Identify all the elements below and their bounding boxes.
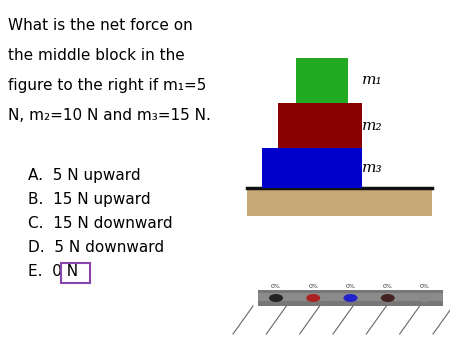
Text: 0%: 0% (271, 284, 281, 289)
Text: m₃: m₃ (362, 161, 382, 175)
Text: C.  15 N downward: C. 15 N downward (28, 216, 173, 231)
Text: the middle block in the: the middle block in the (8, 48, 185, 63)
Bar (258, 293, 443, 301)
Ellipse shape (269, 294, 283, 302)
Text: 0%: 0% (420, 284, 430, 289)
Bar (278, 103, 362, 148)
Bar (296, 58, 348, 103)
Text: B.  15 N upward: B. 15 N upward (28, 192, 151, 207)
Text: 0%: 0% (346, 284, 356, 289)
Ellipse shape (381, 294, 395, 302)
Text: E.  0 N: E. 0 N (28, 264, 78, 279)
Text: A.  5 N upward: A. 5 N upward (28, 168, 140, 183)
Text: 0%: 0% (383, 284, 393, 289)
Text: m₂: m₂ (362, 119, 382, 133)
Text: figure to the right if m₁=5: figure to the right if m₁=5 (8, 78, 207, 93)
Text: D.  5 N downward: D. 5 N downward (28, 240, 164, 255)
Bar (262, 148, 362, 188)
Text: What is the net force on: What is the net force on (8, 18, 193, 33)
Ellipse shape (343, 294, 357, 302)
Text: N, m₂=10 N and m₃=15 N.: N, m₂=10 N and m₃=15 N. (8, 108, 211, 123)
Text: m₁: m₁ (362, 73, 382, 87)
Text: 0%: 0% (308, 284, 318, 289)
Bar (247, 188, 432, 216)
Ellipse shape (306, 294, 320, 302)
Bar (258, 290, 443, 306)
Ellipse shape (418, 294, 432, 302)
